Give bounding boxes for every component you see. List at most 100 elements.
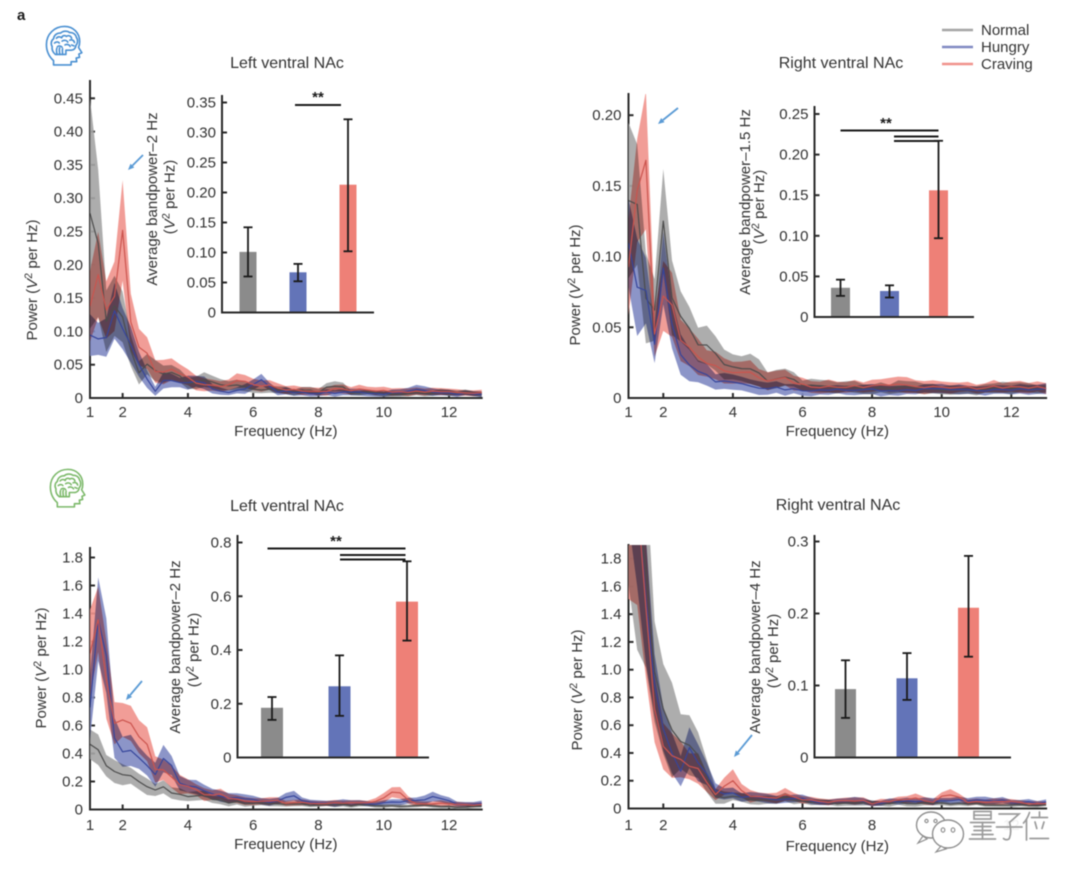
svg-text:10: 10 xyxy=(933,404,950,421)
svg-text:1.6: 1.6 xyxy=(601,578,622,595)
svg-text:Left ventral NAc: Left ventral NAc xyxy=(230,498,344,515)
svg-text:0.8: 0.8 xyxy=(601,689,622,706)
svg-text:Craving: Craving xyxy=(981,56,1033,73)
svg-text:**: ** xyxy=(330,533,342,550)
svg-text:6: 6 xyxy=(798,817,806,834)
svg-text:0.10: 0.10 xyxy=(779,228,808,245)
svg-text:1.4: 1.4 xyxy=(62,606,83,623)
svg-text:(V2​ per Hz): (V2​ per Hz) xyxy=(764,614,782,688)
svg-text:(V2​ per Hz): (V2​ per Hz) xyxy=(161,160,179,234)
svg-text:(V2​ per Hz): (V2​ per Hz) xyxy=(185,613,203,687)
svg-text:1.2: 1.2 xyxy=(601,634,622,651)
svg-text:(V2​ per Hz): (V2​ per Hz) xyxy=(750,170,768,244)
svg-text:0: 0 xyxy=(800,309,808,326)
svg-text:1.0: 1.0 xyxy=(601,662,622,679)
svg-text:6: 6 xyxy=(798,404,806,421)
svg-text:2: 2 xyxy=(118,404,126,421)
svg-text:Average bandpower–2 Hz: Average bandpower–2 Hz xyxy=(167,560,184,733)
svg-text:1.8: 1.8 xyxy=(601,551,622,568)
svg-text:0.4: 0.4 xyxy=(211,642,232,659)
svg-text:0.40: 0.40 xyxy=(54,124,83,141)
svg-text:0: 0 xyxy=(613,801,621,818)
svg-text:Frequency (Hz): Frequency (Hz) xyxy=(786,423,889,440)
svg-text:6: 6 xyxy=(249,817,257,834)
svg-text:12: 12 xyxy=(441,404,458,421)
svg-text:0: 0 xyxy=(75,802,83,819)
svg-text:0.8: 0.8 xyxy=(62,690,83,707)
svg-text:0: 0 xyxy=(613,390,621,407)
svg-text:8: 8 xyxy=(868,404,876,421)
svg-text:a: a xyxy=(17,7,26,24)
svg-text:**: ** xyxy=(312,89,324,106)
svg-text:2: 2 xyxy=(118,817,126,834)
svg-text:0: 0 xyxy=(75,390,83,407)
svg-text:0.2: 0.2 xyxy=(211,696,232,713)
svg-text:0.05: 0.05 xyxy=(592,319,621,336)
svg-text:1: 1 xyxy=(86,404,94,421)
svg-text:0.20: 0.20 xyxy=(779,147,808,164)
svg-text:0.2: 0.2 xyxy=(601,773,622,790)
svg-text:0.20: 0.20 xyxy=(54,257,83,274)
svg-text:1: 1 xyxy=(86,817,94,834)
svg-text:0.45: 0.45 xyxy=(54,90,83,107)
svg-text:0.15: 0.15 xyxy=(779,187,808,204)
svg-text:Average bandpower–4 Hz: Average bandpower–4 Hz xyxy=(747,560,764,733)
svg-text:0.25: 0.25 xyxy=(187,155,216,172)
svg-text:4: 4 xyxy=(729,817,737,834)
svg-text:8: 8 xyxy=(868,817,876,834)
svg-text:0.1: 0.1 xyxy=(788,678,809,695)
svg-text:0: 0 xyxy=(223,750,231,767)
svg-text:6: 6 xyxy=(249,404,257,421)
svg-text:Power (V2​ per Hz): Power (V2​ per Hz) xyxy=(568,629,586,750)
svg-text:2: 2 xyxy=(659,817,667,834)
svg-text:Frequency (Hz): Frequency (Hz) xyxy=(786,838,889,855)
svg-text:2: 2 xyxy=(659,404,667,421)
svg-text:0.3: 0.3 xyxy=(788,534,809,551)
svg-text:0.25: 0.25 xyxy=(779,106,808,123)
svg-text:0.05: 0.05 xyxy=(187,275,216,292)
svg-text:8: 8 xyxy=(314,817,322,834)
svg-text:0.20: 0.20 xyxy=(592,107,621,124)
svg-text:0.10: 0.10 xyxy=(54,323,83,340)
svg-text:Power (V2​ per Hz): Power (V2​ per Hz) xyxy=(32,607,50,728)
svg-text:Right ventral NAc: Right ventral NAc xyxy=(779,55,904,72)
svg-text:Right ventral NAc: Right ventral NAc xyxy=(776,497,901,514)
svg-text:Average bandpower–1.5 Hz: Average bandpower–1.5 Hz xyxy=(737,109,754,295)
svg-text:Frequency (Hz): Frequency (Hz) xyxy=(234,836,337,853)
svg-text:0.15: 0.15 xyxy=(54,290,83,307)
svg-text:Hungry: Hungry xyxy=(981,39,1030,56)
svg-text:0: 0 xyxy=(208,305,216,322)
svg-text:12: 12 xyxy=(441,817,458,834)
svg-text:0.30: 0.30 xyxy=(187,125,216,142)
svg-text:0.10: 0.10 xyxy=(592,249,621,266)
svg-text:Average bandpower–2 Hz: Average bandpower–2 Hz xyxy=(144,112,161,285)
svg-text:10: 10 xyxy=(375,404,392,421)
svg-text:12: 12 xyxy=(1003,404,1020,421)
svg-text:4: 4 xyxy=(729,404,737,421)
svg-text:8: 8 xyxy=(314,404,322,421)
svg-text:0.35: 0.35 xyxy=(54,157,83,174)
svg-text:4: 4 xyxy=(184,404,192,421)
svg-text:0.10: 0.10 xyxy=(187,245,216,262)
svg-text:1: 1 xyxy=(624,817,632,834)
svg-text:Normal: Normal xyxy=(981,22,1029,39)
svg-text:10: 10 xyxy=(375,817,392,834)
svg-text:1: 1 xyxy=(624,404,632,421)
svg-text:Power (V2​ per Hz): Power (V2​ per Hz) xyxy=(23,219,41,340)
svg-text:1.0: 1.0 xyxy=(62,662,83,679)
svg-text:**: ** xyxy=(880,115,892,132)
svg-text:Left ventral NAc: Left ventral NAc xyxy=(230,55,344,72)
svg-text:0.6: 0.6 xyxy=(601,717,622,734)
svg-text:0: 0 xyxy=(800,750,808,767)
svg-text:0.2: 0.2 xyxy=(788,606,809,623)
svg-text:0.15: 0.15 xyxy=(187,215,216,232)
svg-text:1.4: 1.4 xyxy=(601,606,622,623)
svg-text:4: 4 xyxy=(184,817,192,834)
svg-text:Frequency (Hz): Frequency (Hz) xyxy=(234,423,337,440)
svg-text:0.8: 0.8 xyxy=(211,535,232,552)
svg-text:0.15: 0.15 xyxy=(592,178,621,195)
svg-text:1.8: 1.8 xyxy=(62,550,83,567)
svg-text:0.6: 0.6 xyxy=(62,718,83,735)
svg-text:0.2: 0.2 xyxy=(62,774,83,791)
svg-text:0.6: 0.6 xyxy=(211,588,232,605)
